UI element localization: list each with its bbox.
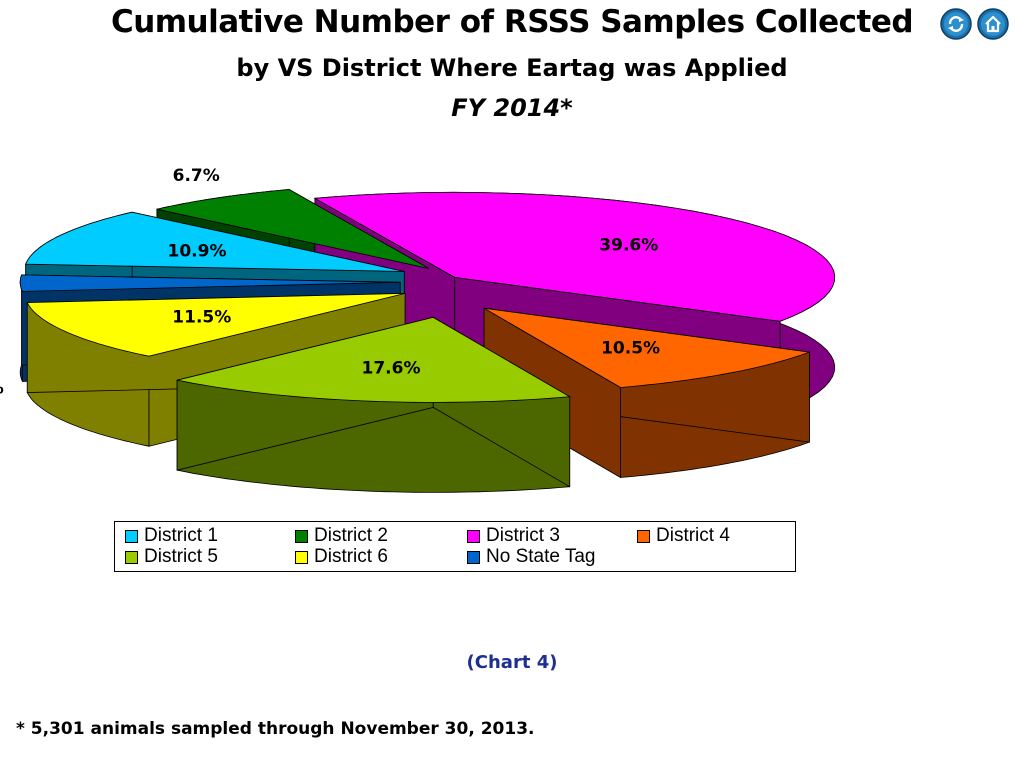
legend-label: District 3 [486,525,560,546]
pie-slice-district-5 [177,316,572,403]
legend-swatch [125,550,138,564]
legend-label: District 6 [314,546,388,567]
legend-swatch [295,529,308,543]
legend-label: District 1 [144,525,218,546]
pie-slice-district-3 [313,191,836,322]
data-label-district-6: 11.5% [172,308,231,328]
legend-item-district-1: District 1 [125,525,218,546]
data-label-district-2: 6.7% [173,166,220,186]
legend-item-district-2: District 2 [295,525,388,546]
data-label-district-4: 10.5% [601,338,660,358]
data-label-district-5: 17.6% [362,359,421,379]
legend-swatch [125,529,138,543]
legend-swatch [295,550,308,564]
data-label-district-3: 39.6% [599,235,658,255]
legend-label: No State Tag [486,546,596,567]
refresh-button[interactable] [940,8,972,40]
page-subtitle: by VS District Where Eartag was Applied [236,54,788,82]
legend-swatch [467,550,480,564]
data-label-no-state-tag: 3.1% [0,378,4,398]
pie-slice-no-state-tag [19,274,401,292]
pie-slice-district-6 [26,293,406,357]
legend-label: District 5 [144,546,218,567]
home-button[interactable] [977,8,1009,40]
fiscal-year-label: FY 2014* [451,94,573,122]
legend-label: District 4 [656,525,730,546]
legend-item-district-5: District 5 [125,546,218,567]
pie-slice-district-4 [483,307,810,388]
legend-item-district-4: District 4 [637,525,730,546]
refresh-icon [940,8,972,40]
home-icon [977,8,1009,40]
pie-slice-district-2 [156,189,430,269]
legend-swatch [467,529,480,543]
legend-item-district-6: District 6 [295,546,388,567]
legend-item-district-3: District 3 [467,525,560,546]
chart-legend: District 1 District 2 District 3 District 4… [114,521,796,572]
legend-item-no-state-tag: No State Tag [467,546,596,567]
page-title: Cumulative Number of RSSS Samples Collec… [110,4,914,40]
legend-swatch [637,529,650,543]
pie-chart: 39.6% 10.5% 17.6% 11.5% 3.1% 10.9% 6.7% [0,166,836,493]
footnote: * 5,301 animals sampled through November… [16,719,535,739]
data-label-district-1: 10.9% [168,241,227,261]
chart-caption: (Chart 4) [466,652,558,673]
legend-label: District 2 [314,525,388,546]
pie-slice-district-1 [25,211,405,272]
